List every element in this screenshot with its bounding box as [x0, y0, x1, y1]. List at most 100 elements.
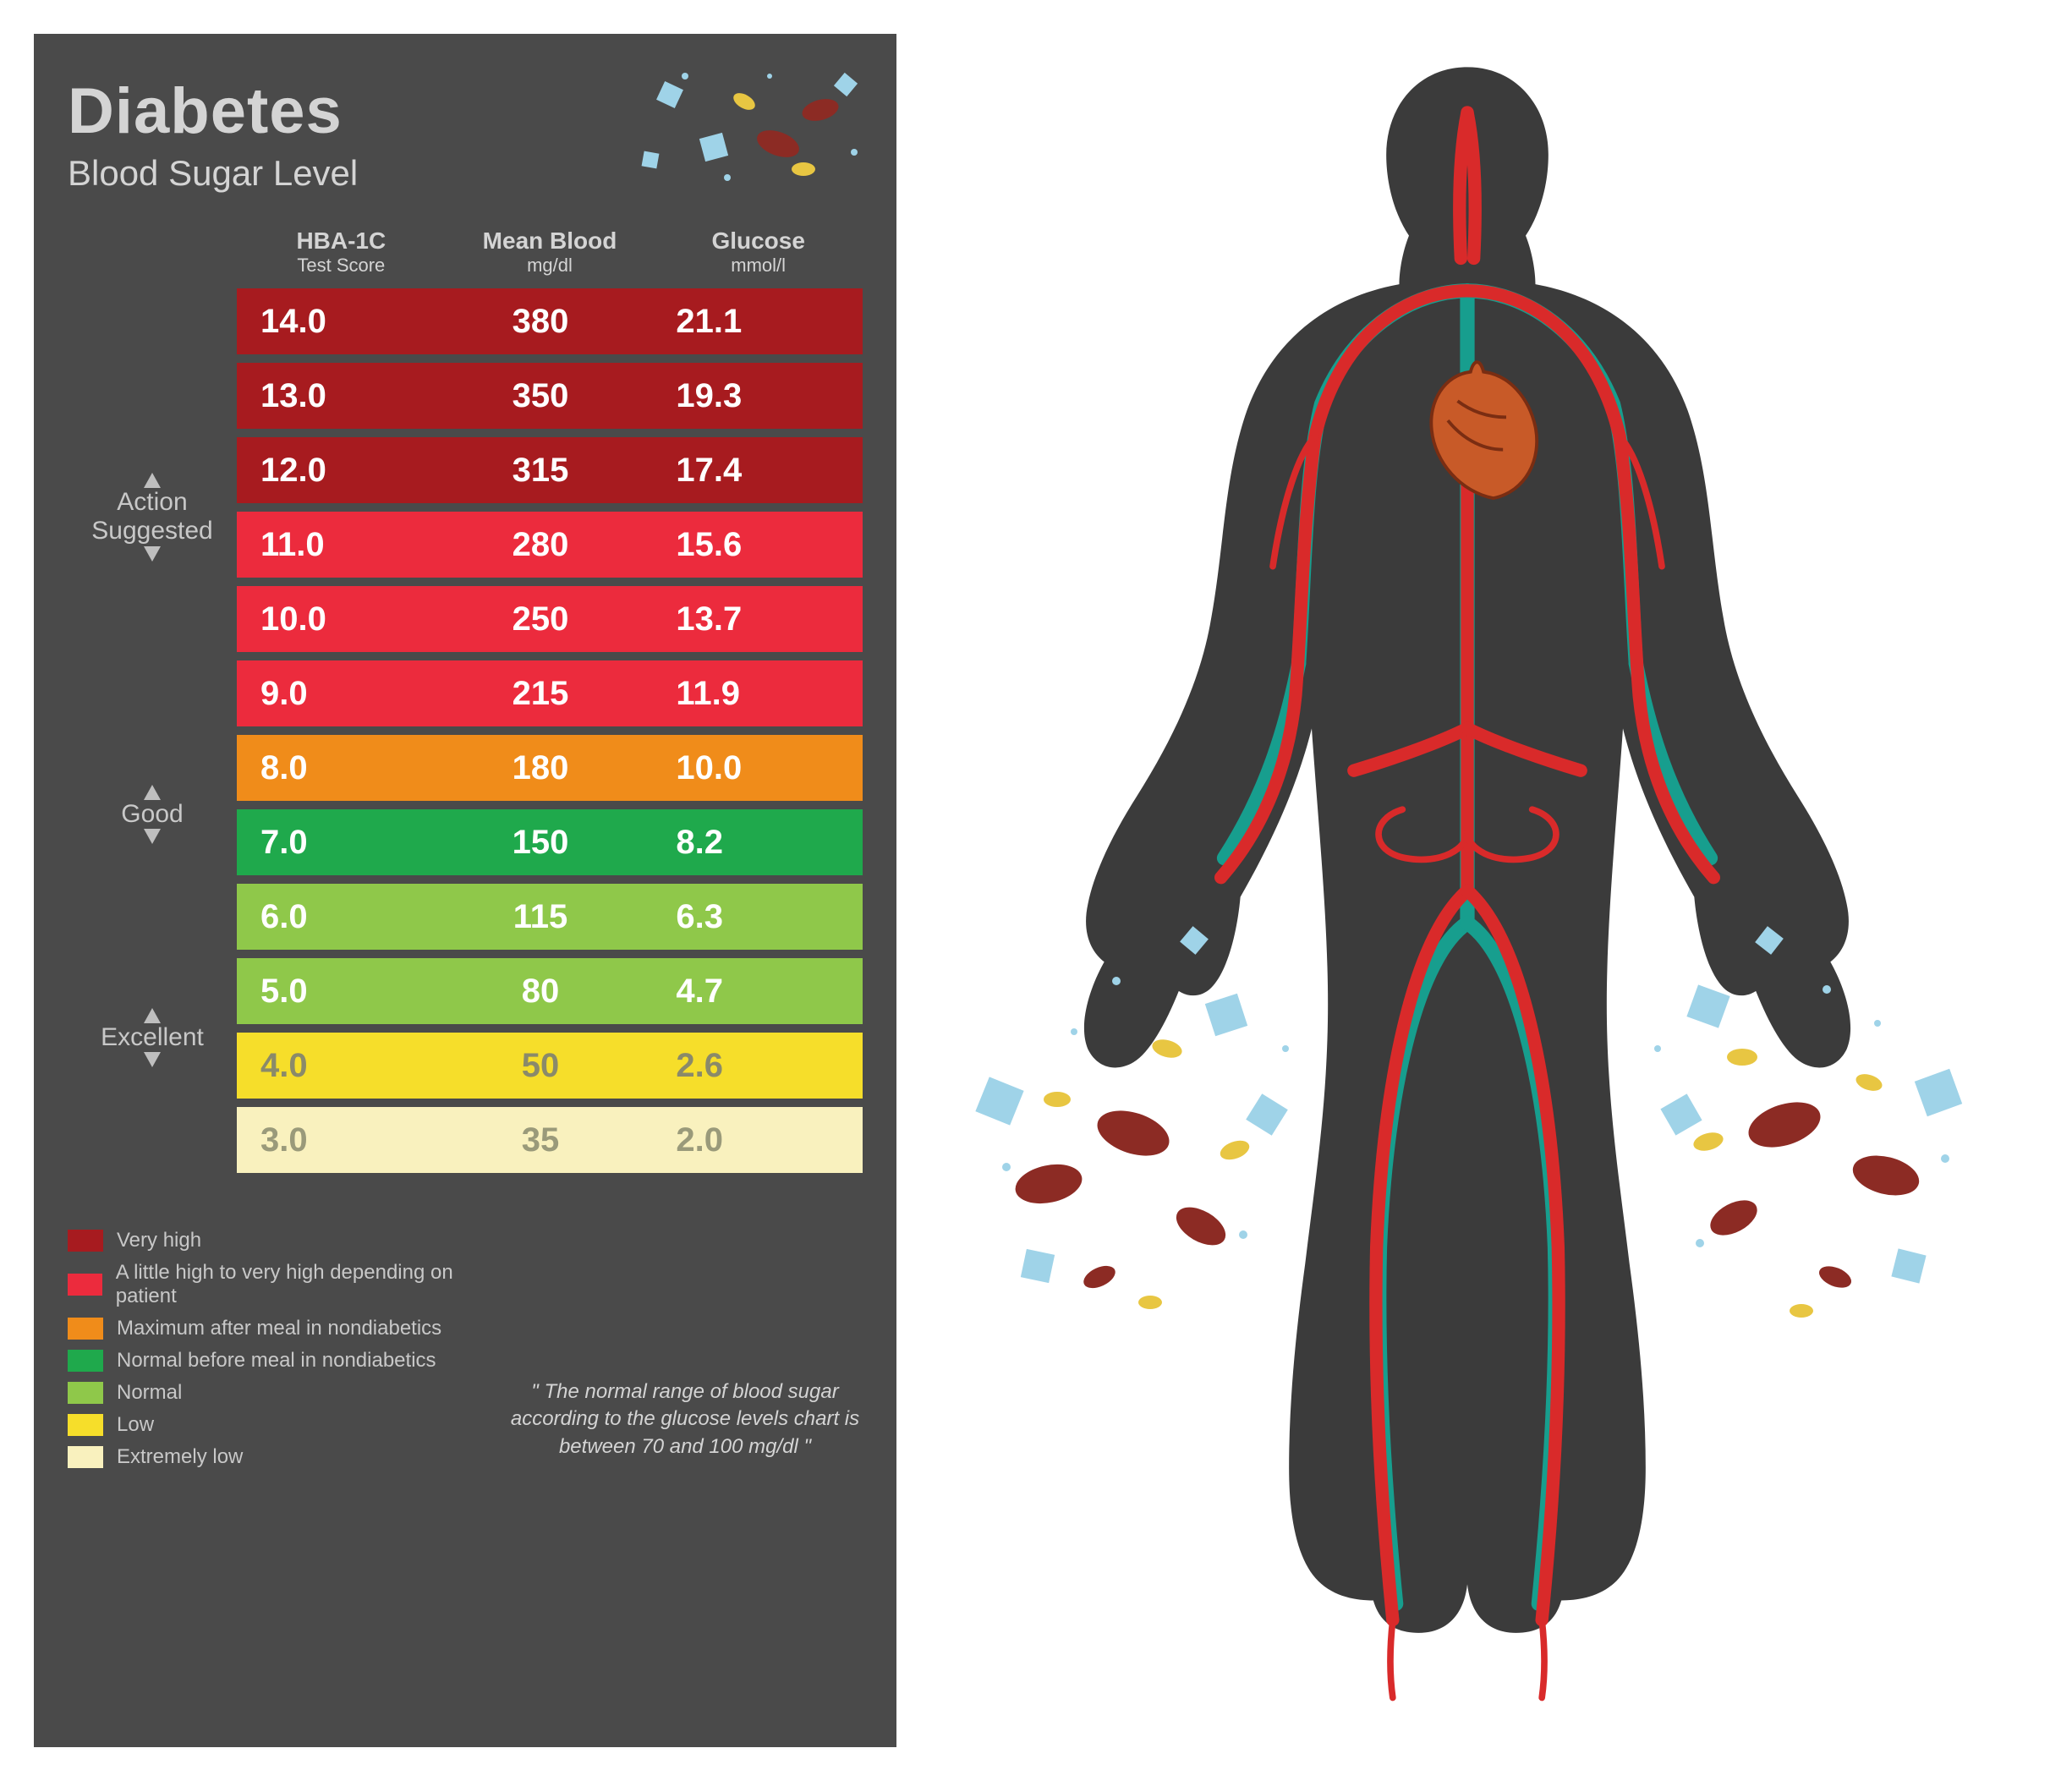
- legend-label: Low: [117, 1413, 154, 1437]
- range-label: Excellent: [101, 1023, 204, 1053]
- table-row: 9.0 215 11.9: [237, 660, 863, 726]
- legend-item: Maximum after meal in nondiabetics: [68, 1317, 507, 1340]
- legend-item: A little high to very high depending on …: [68, 1261, 507, 1308]
- column-header-main: Glucose: [654, 227, 863, 255]
- cell-hba1c: 4.0: [260, 1047, 447, 1085]
- cell-mgdl: 150: [447, 824, 651, 862]
- range-label: ActionSuggested: [91, 488, 212, 546]
- cell-mmol: 2.0: [650, 1121, 863, 1159]
- chart-panel: Diabetes Blood Sugar Level ActionSuggest…: [34, 34, 896, 1747]
- legend-swatch-icon: [68, 1318, 103, 1340]
- data-column: HBA-1CTest ScoreMean Bloodmg/dlGlucosemm…: [237, 227, 863, 1186]
- cell-mmol: 21.1: [650, 303, 863, 341]
- legend-swatch-icon: [68, 1414, 103, 1436]
- cell-hba1c: 6.0: [260, 898, 447, 936]
- cell-hba1c: 13.0: [260, 377, 447, 415]
- body-illustration-area: [896, 34, 2038, 1747]
- range-group: ActionSuggested: [68, 293, 237, 740]
- column-header-main: Mean Blood: [446, 227, 655, 255]
- range-label: Good: [121, 800, 183, 830]
- cell-hba1c: 14.0: [260, 303, 447, 341]
- cell-mmol: 15.6: [650, 526, 863, 564]
- cell-mmol: 17.4: [650, 452, 863, 490]
- cell-mgdl: 115: [447, 898, 651, 936]
- legend-swatch-icon: [68, 1382, 103, 1404]
- arrow-down-icon: [144, 546, 161, 562]
- cell-mmol: 19.3: [650, 377, 863, 415]
- legend-label: Normal before meal in nondiabetics: [117, 1349, 436, 1373]
- table-row: 6.0 115 6.3: [237, 884, 863, 950]
- cell-mmol: 6.3: [650, 898, 863, 936]
- column-headers: HBA-1CTest ScoreMean Bloodmg/dlGlucosemm…: [237, 227, 863, 277]
- column-header-sub: Test Score: [237, 255, 446, 277]
- table-row: 3.0 35 2.0: [237, 1107, 863, 1173]
- arrow-up-icon: [144, 785, 161, 800]
- column-header-sub: mmol/l: [654, 255, 863, 277]
- cell-hba1c: 5.0: [260, 973, 447, 1011]
- column-header-main: HBA-1C: [237, 227, 446, 255]
- cell-hba1c: 11.0: [260, 526, 447, 564]
- legend-swatch-icon: [68, 1350, 103, 1372]
- data-rows: 14.0 380 21.1 13.0 350 19.3 12.0 315 17.…: [237, 288, 863, 1173]
- arrow-down-icon: [144, 1052, 161, 1067]
- cell-mgdl: 180: [447, 749, 651, 787]
- cell-mmol: 13.7: [650, 600, 863, 638]
- page-subtitle: Blood Sugar Level: [68, 153, 863, 194]
- arrow-up-icon: [144, 473, 161, 488]
- legend-label: Very high: [117, 1229, 201, 1252]
- column-header: HBA-1CTest Score: [237, 227, 446, 277]
- cell-mgdl: 35: [447, 1121, 651, 1159]
- arrow-up-icon: [144, 1008, 161, 1023]
- cell-mgdl: 250: [447, 600, 651, 638]
- cell-mgdl: 350: [447, 377, 651, 415]
- cell-mmol: 4.7: [650, 973, 863, 1011]
- footnote-text: " The normal range of blood sugar accord…: [507, 1378, 863, 1469]
- legend-item: Very high: [68, 1229, 507, 1252]
- column-header-sub: mg/dl: [446, 255, 655, 277]
- legend-swatch-icon: [68, 1446, 103, 1468]
- cell-hba1c: 8.0: [260, 749, 447, 787]
- cell-mgdl: 315: [447, 452, 651, 490]
- cell-hba1c: 7.0: [260, 824, 447, 862]
- table-row: 11.0 280 15.6: [237, 512, 863, 578]
- cell-mmol: 11.9: [650, 675, 863, 713]
- legend-area: Very high A little high to very high depe…: [68, 1229, 863, 1469]
- cell-mgdl: 215: [447, 675, 651, 713]
- legend-list: Very high A little high to very high depe…: [68, 1229, 507, 1469]
- range-indicator-column: ActionSuggested Good Excellent: [68, 227, 237, 1186]
- level-table: ActionSuggested Good Excellent HBA-1CTes…: [68, 227, 863, 1186]
- column-header: Glucosemmol/l: [654, 227, 863, 277]
- legend-item: Low: [68, 1413, 507, 1437]
- table-row: 7.0 150 8.2: [237, 809, 863, 875]
- legend-item: Normal: [68, 1381, 507, 1405]
- cell-mgdl: 380: [447, 303, 651, 341]
- table-row: 4.0 50 2.6: [237, 1033, 863, 1099]
- cell-mmol: 2.6: [650, 1047, 863, 1085]
- table-row: 12.0 315 17.4: [237, 437, 863, 503]
- cell-hba1c: 10.0: [260, 600, 447, 638]
- legend-label: Extremely low: [117, 1445, 243, 1469]
- column-header: Mean Bloodmg/dl: [446, 227, 655, 277]
- table-row: 10.0 250 13.7: [237, 586, 863, 652]
- cell-mmol: 8.2: [650, 824, 863, 862]
- table-row: 8.0 180 10.0: [237, 735, 863, 801]
- cell-mgdl: 280: [447, 526, 651, 564]
- legend-swatch-icon: [68, 1230, 103, 1252]
- cell-hba1c: 12.0: [260, 452, 447, 490]
- cell-mgdl: 80: [447, 973, 651, 1011]
- table-row: 5.0 80 4.7: [237, 958, 863, 1024]
- legend-item: Extremely low: [68, 1445, 507, 1469]
- page-title: Diabetes: [68, 74, 863, 148]
- legend-label: Normal: [117, 1381, 182, 1405]
- legend-label: A little high to very high depending on …: [116, 1261, 507, 1308]
- range-group: Excellent: [68, 889, 237, 1186]
- table-row: 14.0 380 21.1: [237, 288, 863, 354]
- human-body-icon: [981, 45, 1954, 1736]
- cell-mmol: 10.0: [650, 749, 863, 787]
- table-row: 13.0 350 19.3: [237, 363, 863, 429]
- cell-mgdl: 50: [447, 1047, 651, 1085]
- arrow-down-icon: [144, 829, 161, 844]
- cell-hba1c: 3.0: [260, 1121, 447, 1159]
- legend-label: Maximum after meal in nondiabetics: [117, 1317, 441, 1340]
- cell-hba1c: 9.0: [260, 675, 447, 713]
